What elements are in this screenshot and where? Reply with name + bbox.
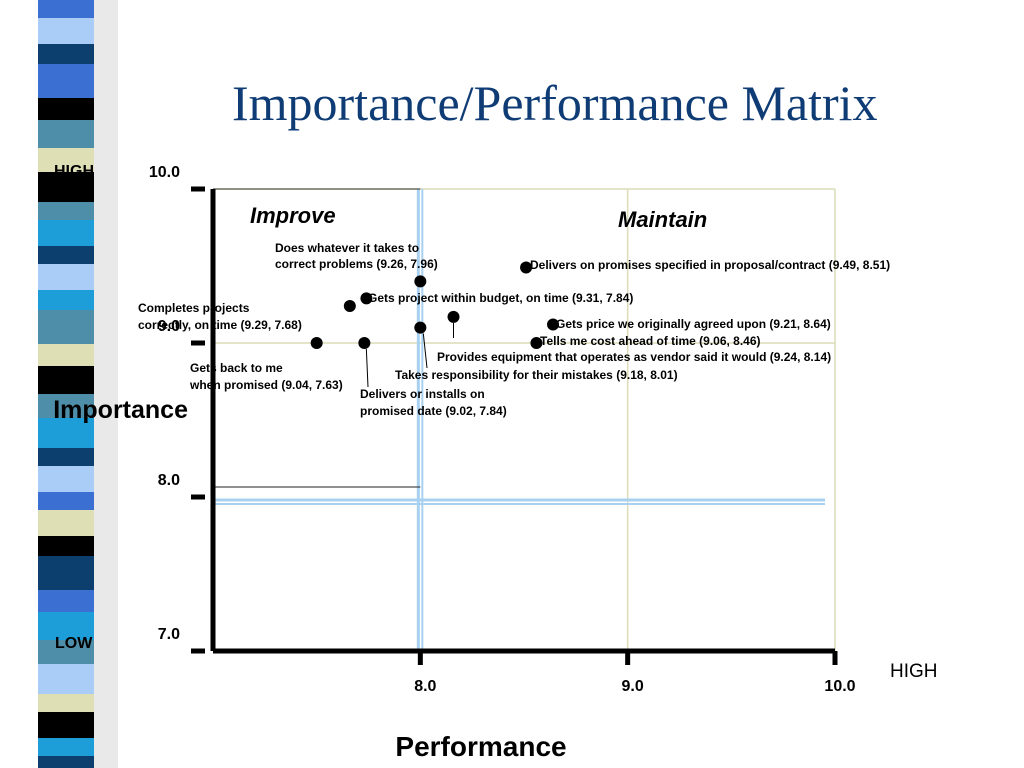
axes	[191, 186, 838, 665]
data-point	[358, 337, 371, 349]
strip-band	[38, 590, 94, 613]
strip-band	[38, 44, 94, 65]
point-label: Tells me cost ahead of time (9.06, 8.46)	[540, 334, 761, 348]
strip-band	[38, 98, 94, 121]
y-high-label: HIGH	[54, 163, 94, 180]
strip-band	[38, 712, 94, 739]
strip-band	[38, 556, 94, 591]
strip-band	[38, 246, 94, 265]
point-label: Completes projects	[138, 301, 250, 315]
slide-title: Importance/Performance Matrix	[232, 75, 878, 131]
strip-band	[38, 418, 94, 449]
decorative-strip	[38, 0, 118, 768]
data-points	[310, 261, 560, 349]
strip-band	[38, 536, 94, 557]
strip-band	[38, 202, 94, 221]
y-axis-title: Importance	[53, 396, 188, 424]
strip-band	[38, 448, 94, 467]
quadrant-labels: Improve Maintain	[250, 203, 707, 232]
y-tick-label: 9.0	[158, 318, 180, 335]
strip-band	[38, 612, 94, 641]
strip-band	[38, 18, 94, 45]
data-point	[520, 261, 533, 274]
data-point	[547, 318, 560, 331]
point-label: Gets back to me	[190, 361, 283, 375]
strip-band	[38, 290, 94, 311]
strip-band	[38, 148, 94, 173]
strip-band	[38, 0, 94, 19]
quadrant-label-maintain: Maintain	[618, 207, 707, 232]
strip-band	[38, 172, 94, 203]
data-point	[530, 337, 543, 349]
leader-line	[365, 348, 369, 388]
strip-band	[38, 264, 94, 291]
x-tick-label: 10.0	[824, 678, 855, 695]
strip-band	[38, 510, 94, 537]
data-point	[414, 321, 427, 334]
strip-band	[38, 394, 94, 419]
x-axis-title: Performance	[395, 731, 566, 762]
strip-band	[38, 664, 94, 695]
strip-band	[38, 120, 94, 149]
strip-band	[38, 220, 94, 247]
data-point	[310, 337, 323, 349]
point-label: correct problems (9.26, 7.96)	[275, 257, 438, 271]
strip-band	[38, 756, 94, 768]
strip-shadow	[94, 0, 118, 768]
quadrant-label-improve: Improve	[250, 203, 336, 228]
strip-band	[38, 492, 94, 511]
point-label: Gets price we originally agreed upon (9.…	[556, 317, 831, 331]
data-point	[360, 292, 373, 305]
point-label: Does whatever it takes to	[275, 241, 419, 255]
strip-band	[38, 738, 94, 757]
strip-band	[38, 694, 94, 713]
x-tick-label: 9.0	[622, 678, 644, 695]
y-tick-label: 10.0	[149, 164, 180, 181]
point-label: correctly, on time (9.29, 7.68)	[138, 318, 302, 332]
point-label: Provides equipment that operates as vend…	[437, 350, 831, 364]
quadrant-dividers	[213, 188, 825, 651]
y-low-label: LOW	[55, 635, 93, 652]
point-label: when promised (9.04, 7.63)	[189, 378, 343, 392]
strip-band	[38, 64, 94, 99]
point-label: Gets project within budget, on time (9.3…	[368, 291, 633, 305]
point-label: Delivers or installs on	[360, 387, 485, 401]
data-point	[343, 300, 356, 313]
point-label: Takes responsibility for their mistakes …	[395, 368, 678, 382]
data-point	[414, 275, 427, 288]
strip-band	[38, 640, 94, 665]
x-tick-label: 8.0	[414, 678, 436, 695]
point-labels: Delivers on promises specified in propos…	[138, 241, 890, 418]
strip-band	[38, 310, 94, 345]
y-tick-label: 8.0	[158, 472, 180, 489]
tick-labels: 7.0 8.0 9.0 10.0 8.0 9.0 10.0 LOW HIGH HIGH Perfor…	[53, 163, 937, 762]
point-label: Delivers on promises specified in propos…	[530, 258, 890, 272]
leader-line	[422, 333, 428, 369]
x-high-label: HIGH	[890, 661, 938, 682]
strip-band	[38, 366, 94, 395]
strip-band	[38, 466, 94, 493]
y-tick-label: 7.0	[158, 626, 180, 643]
strip-band	[38, 344, 94, 367]
point-label: promised date (9.02, 7.84)	[360, 404, 507, 418]
data-point	[447, 310, 460, 323]
